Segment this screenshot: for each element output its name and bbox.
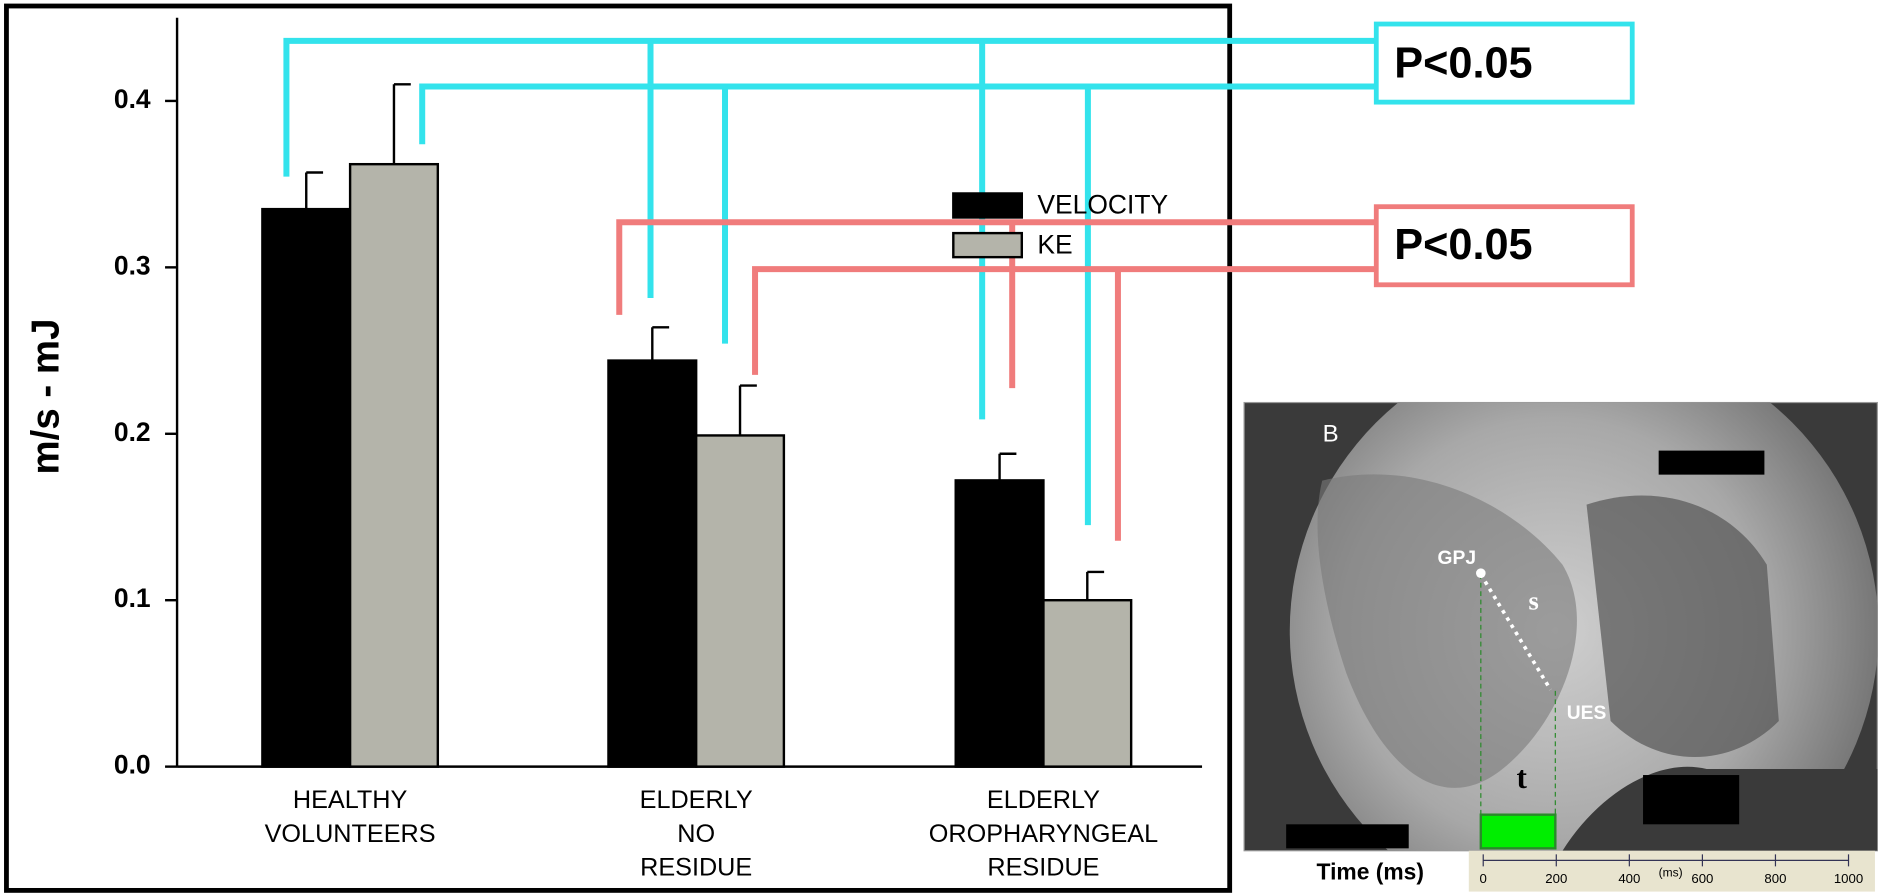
x-tick-label: NO bbox=[677, 820, 715, 848]
fluoroscopy-inset: B GPJ UES s t Time (ms) (ms) 0 200 400 600 8… bbox=[1244, 336, 1878, 894]
x-tick-label: RESIDUE bbox=[987, 853, 1099, 881]
axis-unit: (ms) bbox=[1659, 866, 1683, 880]
bar bbox=[696, 435, 784, 766]
figure: m/s - mJ P<0.05 P<0.05 bbox=[0, 0, 1885, 894]
x-tick-label: OROPHARYNGEAL bbox=[929, 820, 1158, 848]
annotation: P<0.05 bbox=[1394, 221, 1532, 269]
legend-label: KE bbox=[1037, 229, 1072, 259]
bar bbox=[350, 164, 438, 766]
annotation: P<0.05 bbox=[1394, 40, 1532, 88]
panel-label: B bbox=[1323, 420, 1339, 447]
inset-tick-label: 400 bbox=[1618, 871, 1640, 886]
bar bbox=[956, 480, 1044, 766]
bar bbox=[608, 361, 696, 767]
y-tick-label: 0.1 bbox=[114, 583, 151, 613]
inset-tick-label: 1000 bbox=[1834, 871, 1863, 886]
x-tick-label: RESIDUE bbox=[640, 853, 752, 881]
legend-label: VELOCITY bbox=[1037, 190, 1168, 220]
x-tick-label: ELDERLY bbox=[640, 786, 753, 814]
distance-label: s bbox=[1529, 585, 1539, 615]
bar bbox=[262, 209, 350, 767]
y-tick-label: 0.3 bbox=[114, 250, 151, 280]
x-axis-title: Time (ms) bbox=[1317, 859, 1424, 885]
legend-swatch bbox=[953, 193, 1021, 217]
x-tick-label: VOLUNTEERS bbox=[265, 820, 436, 848]
significance-brackets bbox=[286, 41, 1376, 541]
inset-tick-label: 0 bbox=[1480, 871, 1487, 886]
inset-tick-label: 800 bbox=[1764, 871, 1786, 886]
point-label: GPJ bbox=[1438, 548, 1476, 569]
bar bbox=[1043, 600, 1131, 766]
y-tick-label: 0.0 bbox=[114, 750, 151, 780]
legend-swatch bbox=[953, 233, 1021, 257]
y-tick-label: 0.4 bbox=[114, 84, 151, 114]
time-label: t bbox=[1516, 760, 1527, 795]
inset-tick-label: 600 bbox=[1691, 871, 1713, 886]
y-tick-label: 0.2 bbox=[114, 417, 151, 447]
x-tick-label: HEALTHY bbox=[293, 786, 408, 814]
inset-tick-label: 200 bbox=[1545, 871, 1567, 886]
y-axis-title: m/s - mJ bbox=[25, 319, 68, 475]
x-tick-label: ELDERLY bbox=[987, 786, 1100, 814]
point-label: UES bbox=[1567, 703, 1607, 724]
